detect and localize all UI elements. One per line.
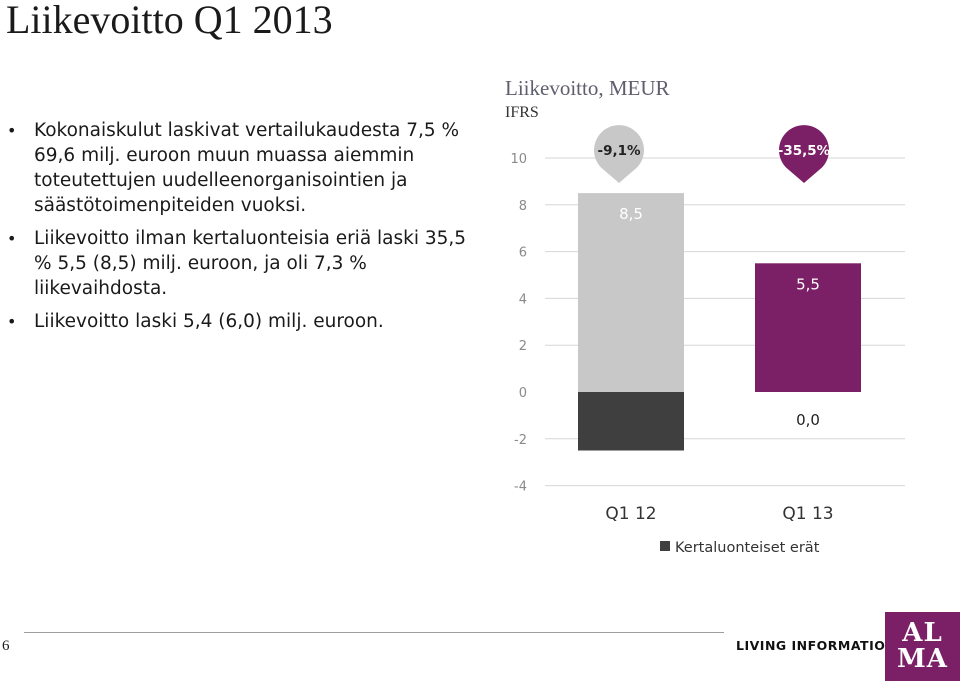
change-marker [593,125,644,183]
y-tick-label: -4 [514,480,527,495]
chart-subtitle: IFRS [505,104,539,121]
bullet-item: Kokonaiskulut laskivat vertailukaudesta … [0,118,470,218]
chart-title: Liikevoitto, MEUR [505,76,670,100]
footer-divider [24,632,724,633]
data-label: 8,5 [619,205,643,223]
alma-logo: AL MA [885,612,960,681]
x-tick-label: Q1 12 [605,504,656,524]
change-marker-label: -9,1% [597,143,641,159]
x-tick-label: Q1 13 [782,504,833,524]
bullet-item: Liikevoitto ilman kertaluonteisia eriä l… [0,226,470,301]
y-tick-label: 4 [519,292,527,307]
data-label: 0,0 [796,411,820,429]
legend-label: Kertaluonteiset erät [675,540,820,556]
data-label: 5,5 [796,275,820,293]
change-marker [779,125,829,183]
bar-q1-13 [755,263,861,392]
y-tick-label: -2 [514,433,527,448]
y-tick-label: 0 [519,386,527,401]
slide-title: Liikevoitto Q1 2013 [6,0,333,42]
bullet-item: Liikevoitto laski 5,4 (6,0) milj. euroon… [0,309,470,334]
y-tick-label: 8 [519,199,527,214]
bar-q1-12 [578,193,684,392]
chart-legend: Kertaluonteiset erät [660,540,819,556]
bar-one-off-items [578,392,684,451]
y-tick-label: 6 [519,246,527,261]
page-number: 6 [2,638,10,654]
legend-swatch [660,541,670,551]
tagline: LIVING INFORMATION [736,638,897,653]
change-marker-label: -35,5% [778,143,831,159]
bullet-list: Kokonaiskulut laskivat vertailukaudesta … [0,118,470,342]
y-tick-label: 2 [519,339,527,354]
y-tick-label: 10 [510,152,527,167]
